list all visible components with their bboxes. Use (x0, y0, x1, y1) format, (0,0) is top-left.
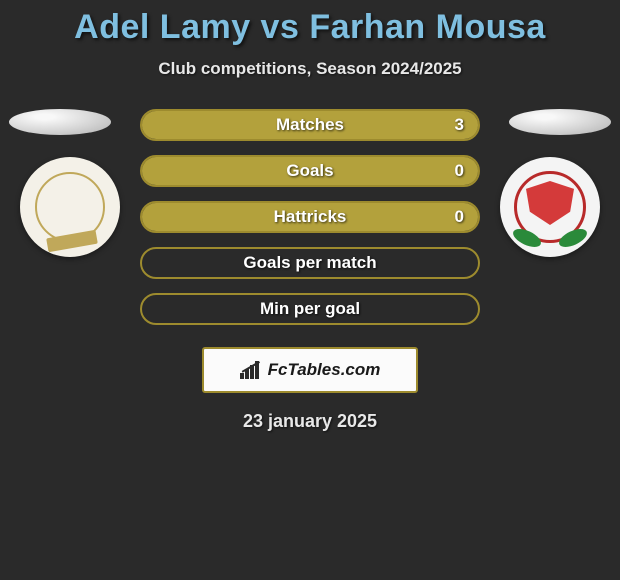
club-badge-left (20, 157, 120, 257)
stat-bar-label: Matches (276, 115, 344, 135)
brand-box[interactable]: FcTables.com (202, 347, 418, 393)
stat-bar: Goals per match (140, 247, 480, 279)
stat-bar-label: Goals per match (243, 253, 376, 273)
stat-bar: Min per goal (140, 293, 480, 325)
stat-bars: Matches 3 Goals 0 Hattricks 0 Goals per match M… (140, 109, 480, 325)
page-title: Adel Lamy vs Farhan Mousa (0, 0, 620, 47)
player-left-thumb (9, 109, 111, 135)
subtitle: Club competitions, Season 2024/2025 (0, 59, 620, 79)
brand-text: FcTables.com (268, 360, 381, 380)
date-text: 23 january 2025 (0, 411, 620, 432)
comparison-panel: Matches 3 Goals 0 Hattricks 0 Goals per match M… (0, 109, 620, 432)
stat-bar-value: 3 (455, 115, 464, 135)
brand-chart-icon (240, 361, 262, 379)
stat-bar-label: Goals (286, 161, 333, 181)
club-badge-left-inner (35, 172, 105, 242)
stat-bar: Hattricks 0 (140, 201, 480, 233)
stat-bar-value: 0 (455, 207, 464, 227)
club-badge-right (500, 157, 600, 257)
badge-laurel-icon (514, 221, 586, 245)
stat-bar: Goals 0 (140, 155, 480, 187)
player-right-thumb (509, 109, 611, 135)
stat-bar-value: 0 (455, 161, 464, 181)
stat-bar-label: Hattricks (274, 207, 347, 227)
stat-bar-label: Min per goal (260, 299, 360, 319)
stat-bar: Matches 3 (140, 109, 480, 141)
club-badge-right-inner (514, 171, 586, 243)
